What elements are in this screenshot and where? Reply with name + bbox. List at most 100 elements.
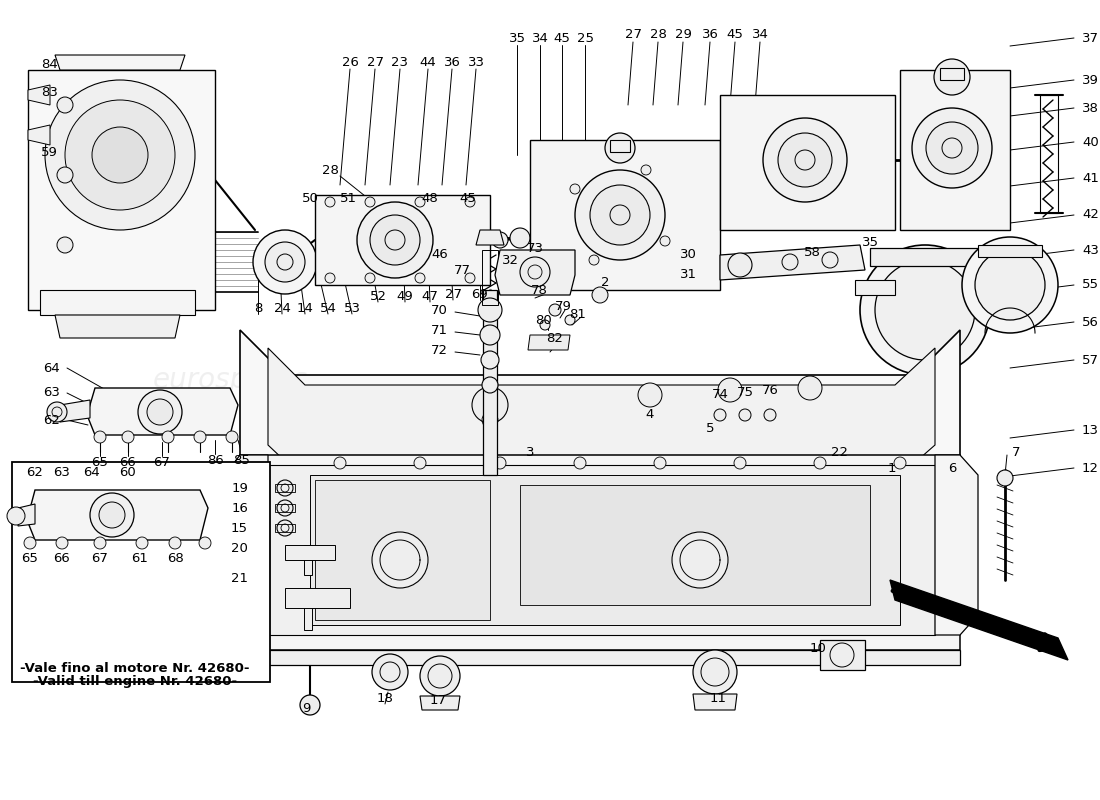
Text: 69: 69 xyxy=(472,287,488,301)
Polygon shape xyxy=(226,455,268,635)
Text: 61: 61 xyxy=(132,551,148,565)
Text: 73: 73 xyxy=(527,242,543,254)
Text: -Valid till engine Nr. 42680-: -Valid till engine Nr. 42680- xyxy=(33,675,238,689)
Polygon shape xyxy=(900,70,1010,230)
Polygon shape xyxy=(240,455,960,650)
Circle shape xyxy=(57,167,73,183)
Text: 84: 84 xyxy=(42,58,58,71)
Text: 14: 14 xyxy=(297,302,313,314)
Circle shape xyxy=(365,197,375,207)
Circle shape xyxy=(415,273,425,283)
Bar xyxy=(940,68,964,80)
Circle shape xyxy=(934,59,970,95)
Text: 7: 7 xyxy=(1012,446,1021,458)
Text: eurospares: eurospares xyxy=(542,416,697,444)
Polygon shape xyxy=(495,250,575,295)
Text: 17: 17 xyxy=(429,694,447,706)
Circle shape xyxy=(370,215,420,265)
Text: 1: 1 xyxy=(888,462,896,474)
Circle shape xyxy=(94,537,106,549)
Text: 82: 82 xyxy=(547,331,563,345)
Text: 70: 70 xyxy=(431,303,448,317)
Text: eurospares: eurospares xyxy=(792,526,947,554)
Circle shape xyxy=(540,320,550,330)
Text: 36: 36 xyxy=(702,29,718,42)
Text: 35: 35 xyxy=(861,235,879,249)
Text: 63: 63 xyxy=(54,466,70,478)
Polygon shape xyxy=(315,480,490,620)
Circle shape xyxy=(534,230,547,244)
Circle shape xyxy=(778,133,832,187)
Text: 32: 32 xyxy=(502,254,518,266)
Text: 60: 60 xyxy=(119,466,135,478)
Text: 31: 31 xyxy=(680,269,696,282)
Text: 64: 64 xyxy=(43,362,60,374)
Polygon shape xyxy=(268,465,935,635)
Text: 8: 8 xyxy=(254,302,262,314)
Text: 54: 54 xyxy=(320,302,337,314)
Text: 20: 20 xyxy=(231,542,248,554)
Circle shape xyxy=(997,470,1013,486)
Polygon shape xyxy=(28,70,214,310)
Circle shape xyxy=(962,237,1058,333)
Text: 5: 5 xyxy=(706,422,714,434)
Circle shape xyxy=(549,304,561,316)
Circle shape xyxy=(45,80,195,230)
Circle shape xyxy=(226,431,238,443)
Polygon shape xyxy=(530,140,720,290)
Text: 24: 24 xyxy=(274,302,290,314)
Text: 55: 55 xyxy=(1082,278,1099,291)
Text: 35: 35 xyxy=(508,31,526,45)
Circle shape xyxy=(478,298,502,322)
Circle shape xyxy=(874,260,975,360)
Polygon shape xyxy=(87,388,238,435)
Circle shape xyxy=(654,457,666,469)
Circle shape xyxy=(7,507,25,525)
Polygon shape xyxy=(420,696,460,710)
Bar xyxy=(820,640,865,670)
Polygon shape xyxy=(720,95,895,230)
Text: 29: 29 xyxy=(674,29,692,42)
Text: 58: 58 xyxy=(804,246,821,258)
Polygon shape xyxy=(28,85,50,105)
Circle shape xyxy=(465,197,475,207)
Circle shape xyxy=(739,409,751,421)
Text: 38: 38 xyxy=(1082,102,1099,114)
Circle shape xyxy=(481,351,499,369)
Text: 77: 77 xyxy=(453,263,471,277)
Circle shape xyxy=(660,236,670,246)
Text: 27: 27 xyxy=(625,29,641,42)
Circle shape xyxy=(551,229,565,243)
Circle shape xyxy=(56,537,68,549)
Circle shape xyxy=(24,537,36,549)
Text: 80: 80 xyxy=(535,314,551,326)
Polygon shape xyxy=(268,348,935,480)
Polygon shape xyxy=(310,475,900,625)
Polygon shape xyxy=(890,580,1068,660)
Bar xyxy=(304,590,312,630)
Polygon shape xyxy=(60,400,90,422)
Circle shape xyxy=(92,127,148,183)
Text: 45: 45 xyxy=(727,29,744,42)
Bar xyxy=(1040,95,1058,213)
Bar xyxy=(483,290,497,475)
Text: 43: 43 xyxy=(1082,243,1099,257)
Circle shape xyxy=(465,273,475,283)
Text: 28: 28 xyxy=(650,29,667,42)
Circle shape xyxy=(122,431,134,443)
Circle shape xyxy=(944,457,956,469)
Text: 57: 57 xyxy=(1082,354,1099,366)
Polygon shape xyxy=(40,290,195,315)
Circle shape xyxy=(574,457,586,469)
Text: 15: 15 xyxy=(231,522,248,534)
Text: 11: 11 xyxy=(710,691,726,705)
Circle shape xyxy=(590,185,650,245)
Text: 39: 39 xyxy=(1082,74,1099,86)
Circle shape xyxy=(99,502,125,528)
Circle shape xyxy=(714,409,726,421)
Circle shape xyxy=(277,500,293,516)
Text: 50: 50 xyxy=(301,191,318,205)
Text: 27: 27 xyxy=(366,55,384,69)
Circle shape xyxy=(763,118,847,202)
Text: 3: 3 xyxy=(526,446,535,458)
